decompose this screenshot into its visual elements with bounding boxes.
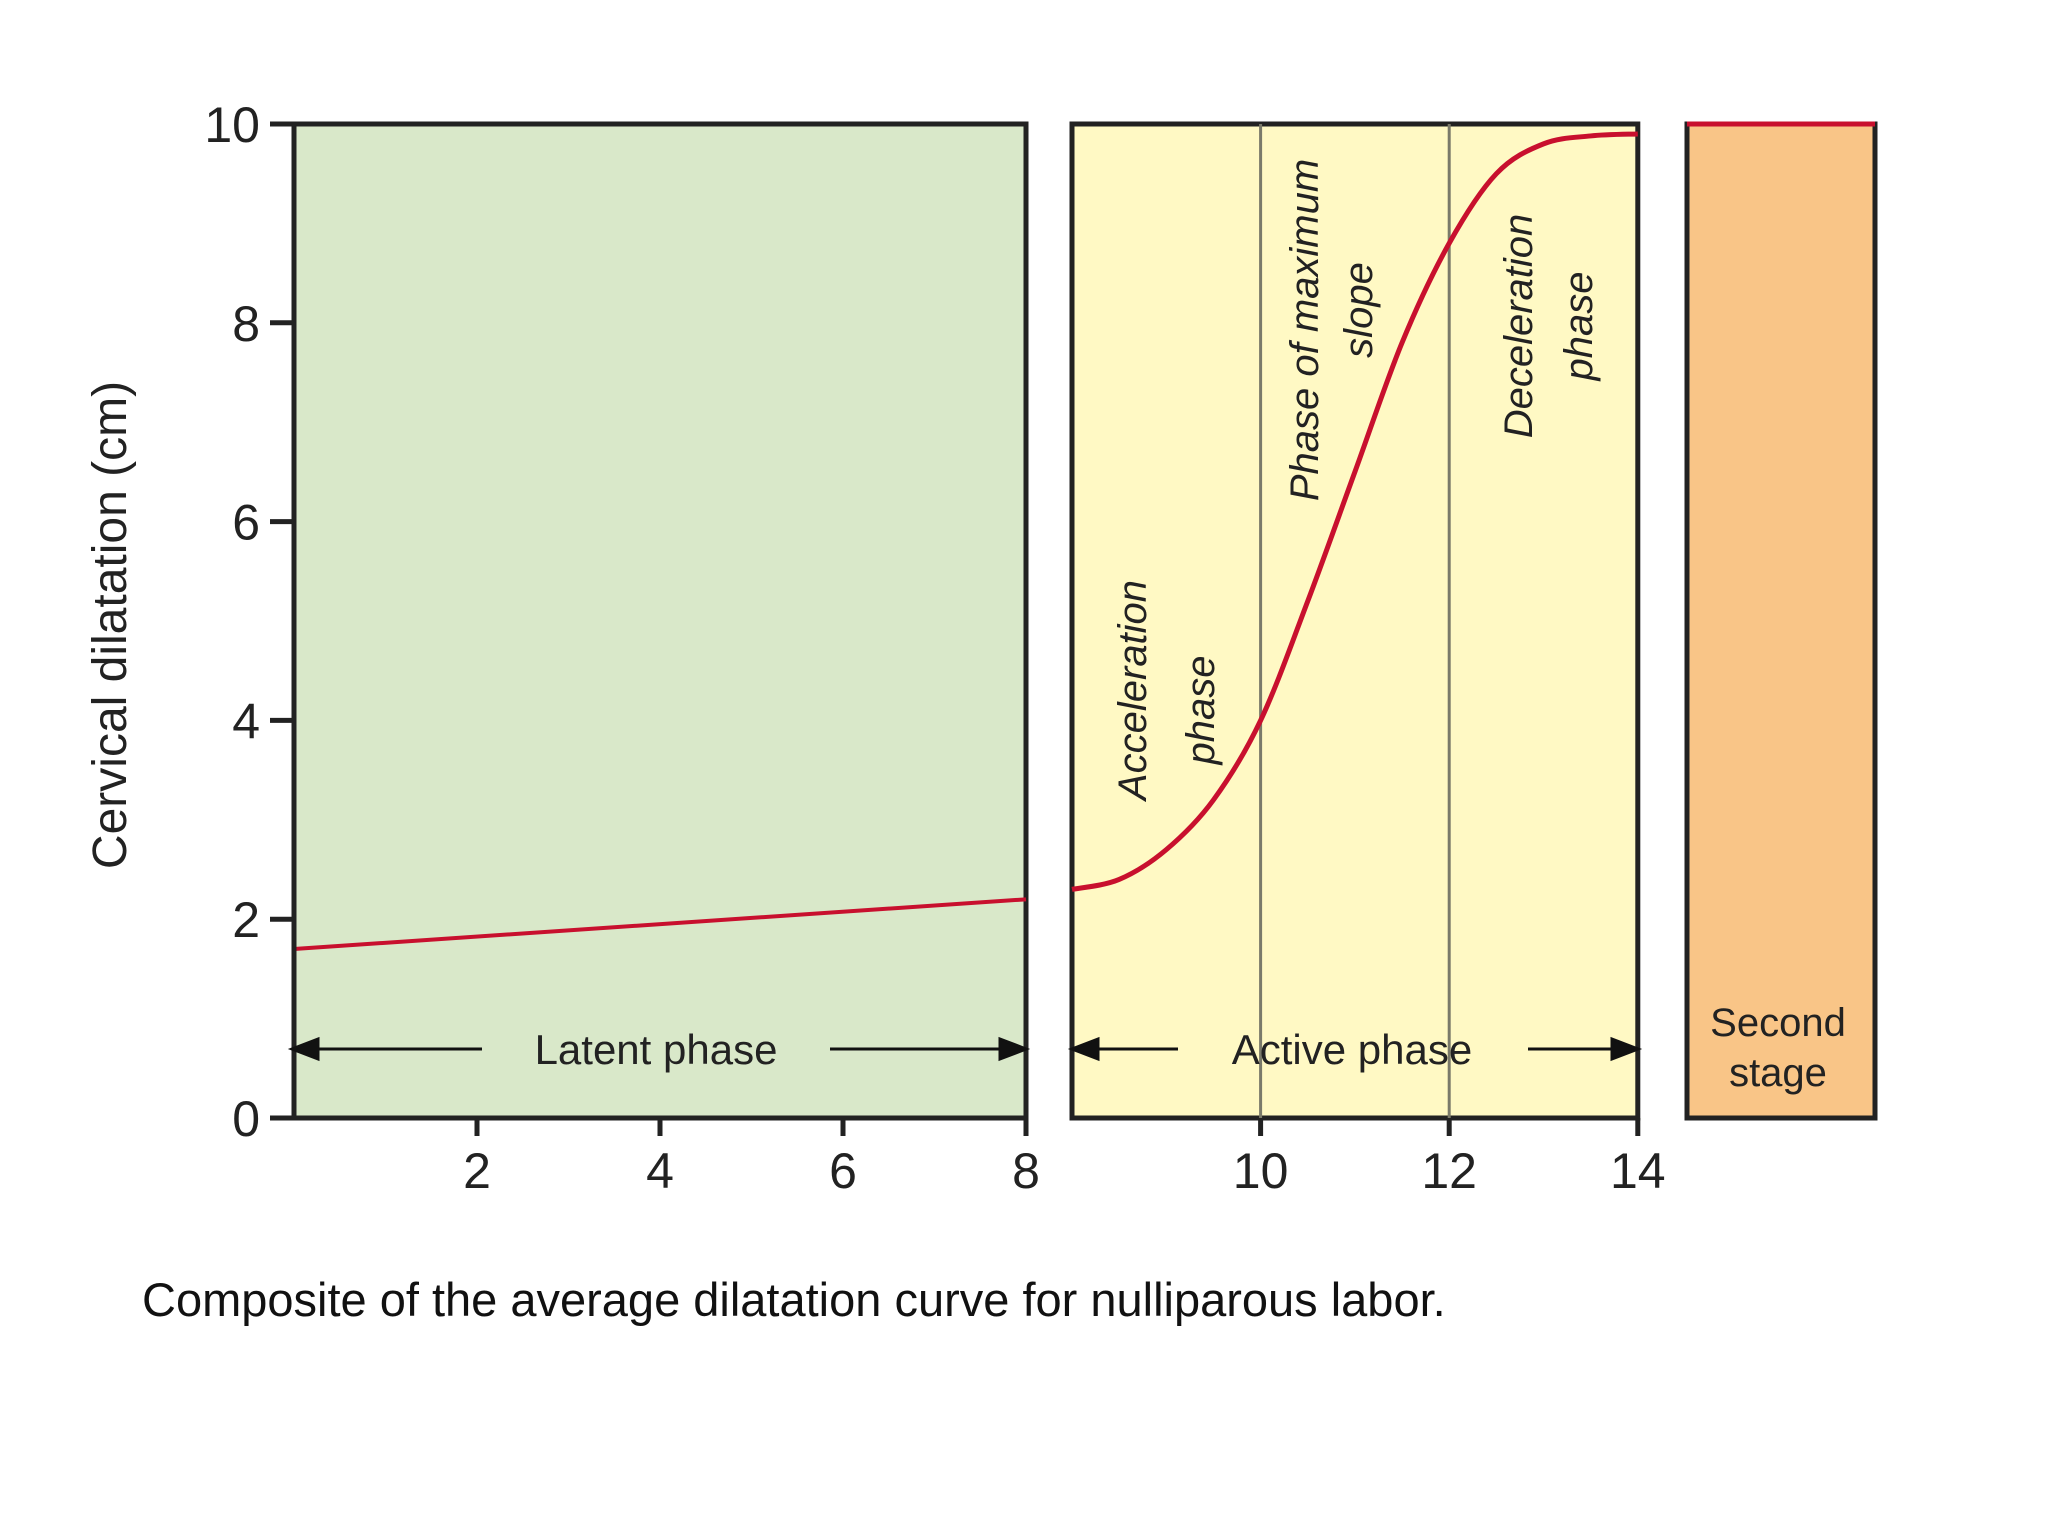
- active-phase-label: Active phase: [1232, 1026, 1472, 1073]
- latent-phase-panel: [291, 121, 1029, 1121]
- second-stage-label-line1: Second: [1710, 1001, 1846, 1045]
- x-tick-label: 2: [463, 1143, 491, 1199]
- x-tick-label: 6: [829, 1143, 857, 1199]
- x-tick-label: 8: [1012, 1143, 1040, 1199]
- x-tick-label: 14: [1610, 1143, 1666, 1199]
- max-slope-label-line1: Phase of maximum: [1283, 159, 1327, 501]
- figure-caption: Composite of the average dilatation curv…: [142, 1273, 1446, 1326]
- latent-phase-arrow: [287, 1036, 1031, 1062]
- max-slope-label-line2: slope: [1337, 262, 1381, 358]
- active-phase-panel: [1069, 121, 1641, 1121]
- y-tick-label: 8: [232, 296, 260, 352]
- deceleration-label-line2: phase: [1557, 272, 1601, 382]
- y-tick-label: 4: [232, 693, 260, 749]
- x-tick-label: 12: [1421, 1143, 1477, 1199]
- second-stage-panel: [1684, 121, 1878, 1121]
- deceleration-label-line1: Deceleration: [1497, 214, 1541, 439]
- y-axis: 0 2 4 6 8 10: [204, 97, 297, 1147]
- y-tick-label: 10: [204, 97, 260, 153]
- active-curve: [1071, 131, 1638, 892]
- acceleration-label-line2: phase: [1179, 656, 1223, 766]
- x-tick-label: 10: [1233, 1143, 1289, 1199]
- x-tick-label: 4: [646, 1143, 674, 1199]
- second-stage-label-line2: stage: [1729, 1051, 1827, 1095]
- y-axis-label: Cervical dilatation (cm): [84, 381, 137, 869]
- y-tick-label: 2: [232, 892, 260, 948]
- latent-phase-label: Latent phase: [535, 1026, 778, 1073]
- latent-curve: [293, 897, 1027, 952]
- active-phase-arrow: [1067, 1036, 1643, 1062]
- y-tick-label: 0: [232, 1091, 260, 1147]
- x-axis: 2 4 6 8 10 12 14: [463, 1118, 1666, 1199]
- y-tick-label: 6: [232, 495, 260, 551]
- acceleration-label-line1: Acceleration: [1111, 580, 1155, 802]
